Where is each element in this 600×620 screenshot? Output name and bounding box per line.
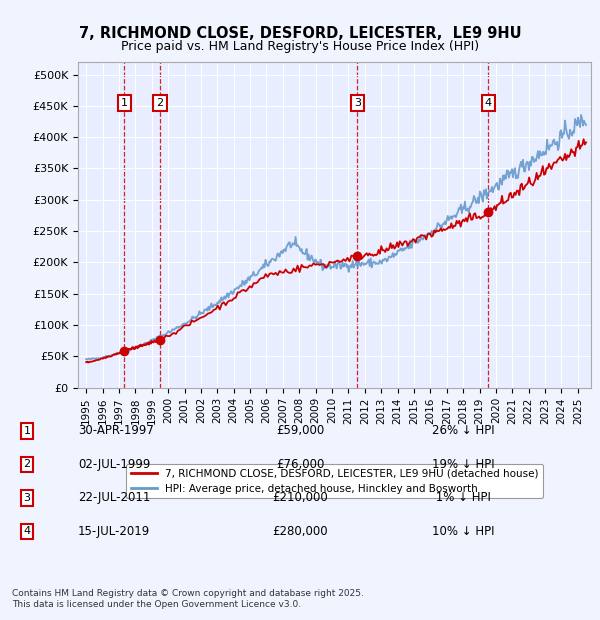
Text: 2: 2 xyxy=(23,459,31,469)
Text: 15-JUL-2019: 15-JUL-2019 xyxy=(78,525,150,538)
Text: 3: 3 xyxy=(354,98,361,108)
Text: Contains HM Land Registry data © Crown copyright and database right 2025.
This d: Contains HM Land Registry data © Crown c… xyxy=(12,590,364,609)
Text: 4: 4 xyxy=(485,98,492,108)
Text: 2: 2 xyxy=(157,98,164,108)
Text: 7, RICHMOND CLOSE, DESFORD, LEICESTER,  LE9 9HU: 7, RICHMOND CLOSE, DESFORD, LEICESTER, L… xyxy=(79,26,521,41)
Legend: 7, RICHMOND CLOSE, DESFORD, LEICESTER, LE9 9HU (detached house), HPI: Average pr: 7, RICHMOND CLOSE, DESFORD, LEICESTER, L… xyxy=(127,464,542,498)
Text: 22-JUL-2011: 22-JUL-2011 xyxy=(78,492,151,504)
Text: 1% ↓ HPI: 1% ↓ HPI xyxy=(432,492,491,504)
Text: 30-APR-1997: 30-APR-1997 xyxy=(78,425,154,437)
Text: Price paid vs. HM Land Registry's House Price Index (HPI): Price paid vs. HM Land Registry's House … xyxy=(121,40,479,53)
Text: 3: 3 xyxy=(23,493,31,503)
Text: 1: 1 xyxy=(23,426,31,436)
Text: 10% ↓ HPI: 10% ↓ HPI xyxy=(432,525,494,538)
Text: 4: 4 xyxy=(23,526,31,536)
Text: 26% ↓ HPI: 26% ↓ HPI xyxy=(432,425,494,437)
Text: £210,000: £210,000 xyxy=(272,492,328,504)
Text: £76,000: £76,000 xyxy=(276,458,324,471)
Text: 19% ↓ HPI: 19% ↓ HPI xyxy=(432,458,494,471)
Text: £280,000: £280,000 xyxy=(272,525,328,538)
Text: 02-JUL-1999: 02-JUL-1999 xyxy=(78,458,151,471)
Text: £59,000: £59,000 xyxy=(276,425,324,437)
Text: 1: 1 xyxy=(121,98,128,108)
